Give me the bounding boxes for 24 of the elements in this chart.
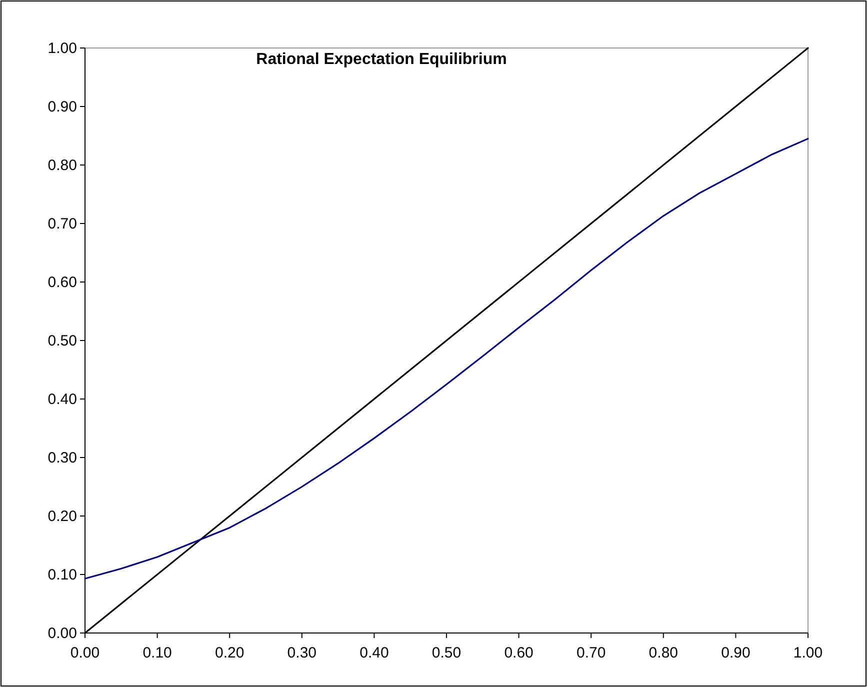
y-tick-label: 0.70 <box>48 215 77 232</box>
y-tick-label: 0.40 <box>48 390 77 408</box>
x-tick-label: 0.10 <box>142 644 172 662</box>
x-tick-label: 0.70 <box>576 644 606 662</box>
y-tick-label: 0.30 <box>48 449 77 466</box>
y-tick-label: 0.60 <box>48 274 77 291</box>
x-tick-label: 0.20 <box>215 644 244 662</box>
x-tick-label: 0.80 <box>648 644 678 662</box>
x-tick-label: 0.50 <box>432 644 462 662</box>
y-tick-label: 0.20 <box>48 508 77 525</box>
y-tick-label: 0.50 <box>48 332 77 350</box>
x-tick-label: 0.40 <box>360 644 389 662</box>
y-tick-label: 0.80 <box>48 156 77 174</box>
x-tick-label: 1.00 <box>793 644 823 662</box>
line-series <box>84 138 809 580</box>
y-tick-label: 0.00 <box>48 624 77 642</box>
y-tick-label: 0.90 <box>48 98 77 116</box>
x-tick-label: 0.30 <box>287 644 316 662</box>
x-tick-label: 0.60 <box>504 644 534 662</box>
y-tick-label: 1.00 <box>48 40 77 57</box>
y-tick-label: 0.10 <box>48 566 77 584</box>
chart-title: Rational Expectation Equilibrium <box>256 51 507 68</box>
x-tick-label: 0.90 <box>721 644 750 662</box>
x-tick-label: 0.00 <box>70 644 100 662</box>
